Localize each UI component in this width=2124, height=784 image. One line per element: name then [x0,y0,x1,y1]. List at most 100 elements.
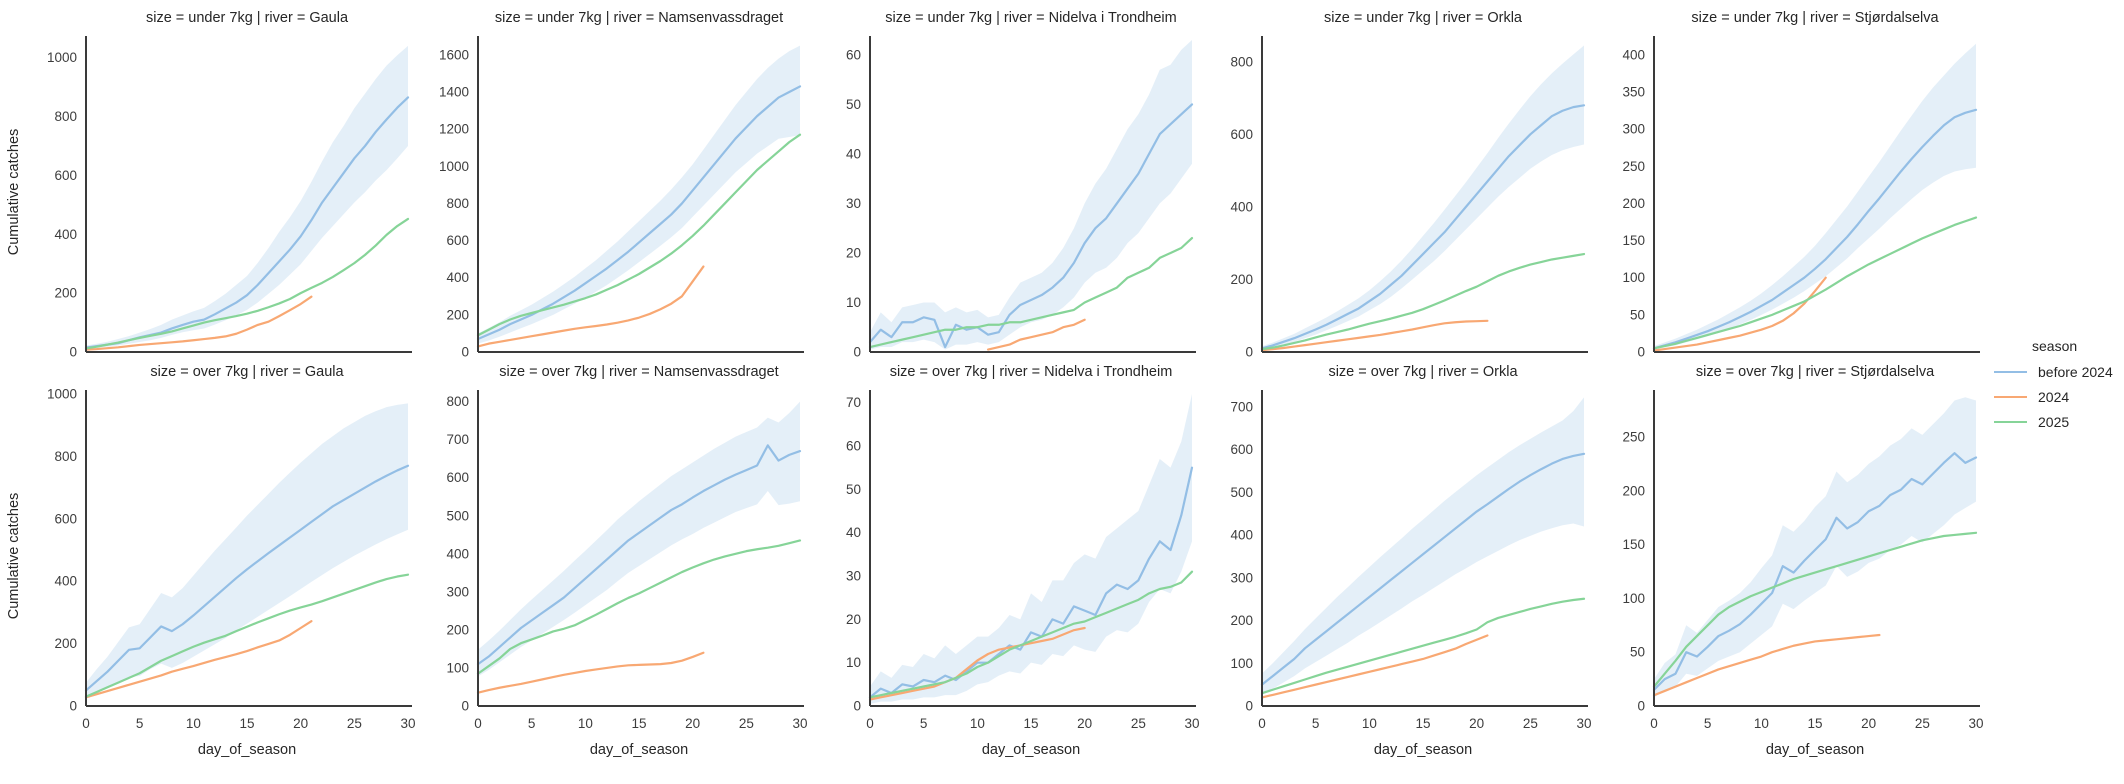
x-tick-label: 0 [1258,716,1266,731]
x-tick-label: 30 [400,716,415,731]
facet-plot: 0 50 100 150 200 250 300 350 400 [1622,36,1980,360]
y-tick-label: 200 [1622,196,1645,211]
y-tick-label: 0 [853,345,861,360]
y-tick-label: 10 [846,655,861,670]
y-tick-label: 250 [1622,430,1645,445]
confidence-band-before-2024 [86,45,408,350]
line-2025 [84,217,410,350]
x-tick-label: 10 [1362,716,1377,731]
y-tick-label: 200 [1622,483,1645,498]
y-tick-label: 200 [1230,613,1253,628]
y-tick-label: 800 [54,449,77,464]
line-2024 [868,626,1086,701]
line-2025 [84,573,410,698]
y-tick-label: 150 [1622,537,1645,552]
x-tick-label: 10 [1754,716,1769,731]
confidence-band-before-2024 [870,394,1192,704]
x-tick-label: 25 [1915,716,1930,731]
y-tick-label: 0 [1245,345,1253,360]
line-2024 [1652,276,1827,352]
y-tick-label: 400 [1622,47,1645,62]
facet-0-3: size = under 7kg | river = Orkla 0 200 400 6… [1202,6,1594,360]
facet-title: size = under 7kg | river = Gaula [145,10,349,26]
y-tick-label: 400 [1230,528,1253,543]
line-before-2024 [476,444,802,666]
y-tick-label: 400 [54,227,77,242]
confidence-band-before-2024 [1262,45,1584,351]
y-tick-label: 100 [1622,591,1645,606]
y-tick-label: 20 [846,245,861,260]
y-tick-label: 200 [446,622,469,637]
y-tick-label: 400 [54,574,77,589]
facet-0-0: size = under 7kg | river = Gaula 0 200 400 6… [26,6,418,360]
y-tick-label: 0 [461,699,469,714]
x-tick-label: 5 [920,716,928,731]
line-2025 [476,539,802,675]
x-tick-label: 0 [474,716,482,731]
x-tick-label: 0 [866,716,874,731]
x-tick-label: 20 [293,716,308,731]
y-tick-label: 0 [853,699,861,714]
y-tick-label: 800 [1230,54,1253,69]
facet-plot: 0 200 400 600 800 [1230,36,1588,360]
y-tick-label: 100 [1230,656,1253,671]
line-before-2024 [1652,108,1978,350]
y-tick-label: 800 [446,196,469,211]
y-tick-label: 1000 [47,50,77,65]
line-2024 [1260,634,1489,699]
y-tick-label: 350 [1622,85,1645,100]
y-tick-label: 0 [1637,345,1645,360]
line-before-2024 [868,103,1194,349]
y-tick-label: 500 [446,508,469,523]
y-tick-label: 600 [54,511,77,526]
confidence-band-before-2024 [1262,397,1584,695]
legend-item-2025: 2025 [1994,414,2113,430]
y-tick-label: 1400 [439,85,469,100]
line-2024 [1652,633,1881,697]
y-tick-label: 70 [846,395,861,410]
line-before-2024 [84,464,410,692]
facet-plot: 0 100 200 300 400 500 600 700 800 0 5 10 15 20 25 30 [446,390,808,731]
facet-title: size = over 7kg | river = Stjørdalselva [1695,364,1935,380]
facet-title: size = under 7kg | river = Namsenvassdra… [494,10,784,26]
y-tick-label: 200 [446,307,469,322]
x-tick-label: 20 [1469,716,1484,731]
facet-title: size = under 7kg | river = Nidelva i Tro… [885,10,1177,26]
x-axis-label: day_of_season [1373,742,1473,758]
line-2024 [476,265,705,348]
y-tick-label: 500 [1230,485,1253,500]
x-axis-label: day_of_season [197,742,297,758]
y-tick-label: 40 [846,146,861,161]
y-tick-label: 100 [446,660,469,675]
facet-plot: 0 200 400 600 800 1000 0 5 10 15 20 25 30 [47,387,416,732]
line-before-2024 [1260,452,1586,686]
y-tick-label: 400 [1230,199,1253,214]
line-2025 [868,236,1194,349]
y-tick-label: 400 [446,546,469,561]
facet-1-1: size = over 7kg | river = Namsenvassdrag… [418,360,810,764]
legend-line-swatch-2025-icon [1994,421,2027,423]
line-2025 [476,133,802,337]
y-axis-label-row1: Cumulative catches [6,128,22,256]
facet-plot: 0 200 400 600 800 1000 1200 1400 1600 [439,36,804,360]
x-axis-label: day_of_season [1765,742,1865,758]
x-tick-label: 5 [136,716,144,731]
y-tick-label: 700 [446,432,469,447]
y-tick-label: 0 [1637,699,1645,714]
legend-title: season [2032,338,2078,354]
y-tick-label: 1200 [439,122,469,137]
facet-plot: 0 10 20 30 40 50 60 70 0 5 10 15 20 25 30 [846,390,1200,731]
y-tick-label: 600 [1230,127,1253,142]
facet-title: size = under 7kg | river = Orkla [1324,10,1522,26]
x-tick-label: 25 [347,716,362,731]
legend-line-swatch-before-2024-icon [1994,371,2027,373]
y-tick-label: 50 [1630,307,1645,322]
y-tick-label: 600 [446,470,469,485]
facet-1-0: size = over 7kg | river = Gaula 0 200 400 60… [26,360,418,764]
legend-item-2024: 2024 [1994,389,2113,405]
confidence-band-before-2024 [478,45,800,344]
x-tick-label: 5 [1312,716,1320,731]
facet-title: size = over 7kg | river = Nidelva i Tron… [889,364,1173,380]
x-tick-label: 25 [739,716,754,731]
